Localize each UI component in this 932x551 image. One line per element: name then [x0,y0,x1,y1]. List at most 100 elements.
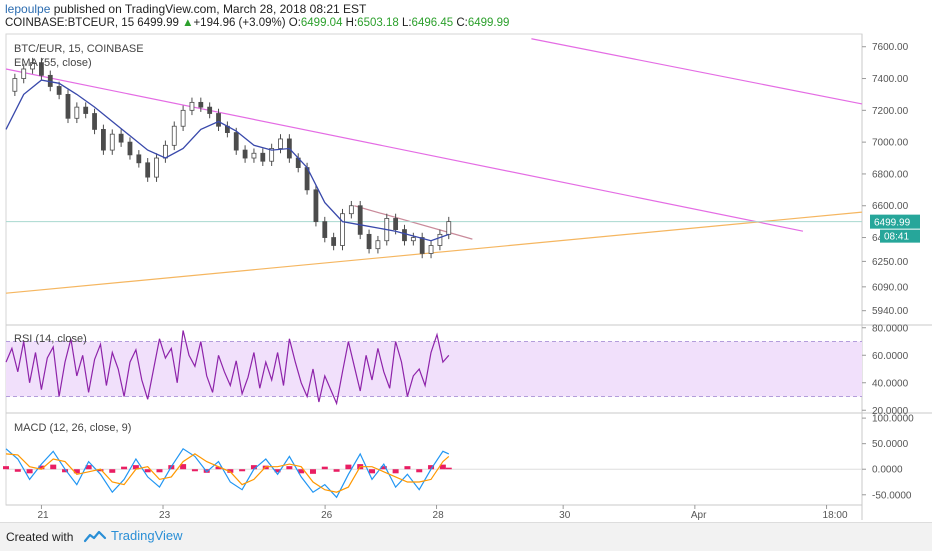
time-axis-tick-label: 30 [559,510,571,521]
candle-body [331,237,337,246]
macd-histogram-bar [85,465,92,470]
macd-histogram-bar [97,469,104,472]
candle-body [74,106,80,119]
macd-histogram-bar [144,469,151,473]
candle [39,57,44,81]
macd-histogram-bar [62,469,69,473]
candle-body [348,205,354,215]
macd-axis-tick-label: 50.0000 [872,439,909,450]
tradingview-logo[interactable]: TradingView [83,528,183,543]
candle [180,105,186,131]
countdown-badge-label: 08:41 [884,232,909,243]
candle [251,148,257,163]
high-value: 6503.18 [357,17,399,29]
candle [278,134,283,154]
last-price-badge [870,214,920,229]
close-label: C: [456,17,468,29]
rsi-axis-tick-label: 20.0000 [872,406,909,417]
candle [154,153,159,182]
candle-body [154,157,159,178]
candle-body [101,129,106,151]
macd-histogram-bar [286,466,293,470]
candle [74,102,80,124]
candle [242,145,248,163]
high-label: H: [345,17,358,29]
candle-body [30,62,35,70]
candle-body [198,101,204,108]
candle [437,229,443,251]
candle [216,108,221,131]
candle [269,143,275,166]
time-axis-tick-label: 26 [321,510,333,521]
macd-histogram-bar [380,466,387,470]
time-axis-tick-label: Apr [691,510,707,521]
candle [366,229,372,254]
macd-histogram-bar [38,465,45,470]
chart-area[interactable]: 5940.006090.006250.006400.006600.006800.… [0,0,932,522]
time-axis-tick-label: 23 [159,510,171,521]
open-label: O: [288,17,301,29]
price-axis-tick-label: 5940.00 [872,306,909,317]
candle-body [21,68,27,79]
macd-axis-tick-label: 0.0000 [872,465,903,476]
trendline-short-resistance [354,205,473,240]
candle-body [162,144,168,159]
candle-body [428,245,434,254]
macd-histogram-bar [274,469,281,473]
candle-body [109,133,115,151]
macd-histogram-bar [156,469,163,473]
macd-histogram-bar [215,466,222,470]
candle [313,185,319,227]
tradingview-cloud-icon [83,530,107,542]
candle-body [269,148,275,162]
candle-body [340,213,345,246]
candle-body [393,218,399,230]
candle-body [118,133,124,143]
macd-histogram-bar [333,469,340,472]
rsi-axis-tick-label: 60.0000 [872,351,909,362]
candle-body [56,86,62,95]
macd-histogram-bar [109,469,116,473]
candle-body [437,233,443,246]
footer-bar: Created with TradingView [0,522,932,551]
candle-body [375,240,381,250]
candle-body [127,141,133,156]
created-with-text: Created with [6,530,74,544]
close-value: 6499.99 [467,17,510,29]
macd-line [5,447,450,499]
rsi-pane-title: RSI (14, close) [14,333,87,345]
macd-histogram-bar [227,469,234,473]
candle-body [242,149,248,159]
price-axis-tick-label: 6800.00 [872,169,909,180]
macd-histogram-bar [73,469,80,474]
candle-body [357,205,363,235]
candle [198,97,204,112]
author-link[interactable]: lepoulpe [5,2,51,16]
tradingview-logo-text: TradingView [111,528,183,543]
candle [21,64,27,84]
time-axis-tick-label: 21 [37,510,49,521]
candle-body [251,152,257,159]
macd-histogram-bar [404,466,411,470]
macd-histogram-bar [345,464,352,470]
last-price: 6499.99 [137,17,179,29]
price-axis-tick-label: 6600.00 [872,201,909,212]
macd-histogram-bar [50,464,57,470]
candle [233,127,239,155]
candle [410,232,416,246]
candle-body [366,233,372,250]
change-value: +194.96 (+3.09%) [193,17,286,29]
price-axis-tick-label: 6250.00 [872,257,909,268]
price-axis-tick-label: 6090.00 [872,282,909,293]
macd-histogram-bar [239,469,246,472]
time-axis-tick-label: 28 [433,510,445,521]
last-price-badge-label: 6499.99 [874,218,911,229]
candle-body [171,125,177,146]
time-axis-tick-label: 18:00 [823,510,848,521]
candle-body [145,162,151,178]
macd-histogram-bar [439,464,446,470]
candle [12,73,18,97]
candle-body [216,113,221,127]
candle-body [189,101,195,111]
candle-body [313,189,319,223]
